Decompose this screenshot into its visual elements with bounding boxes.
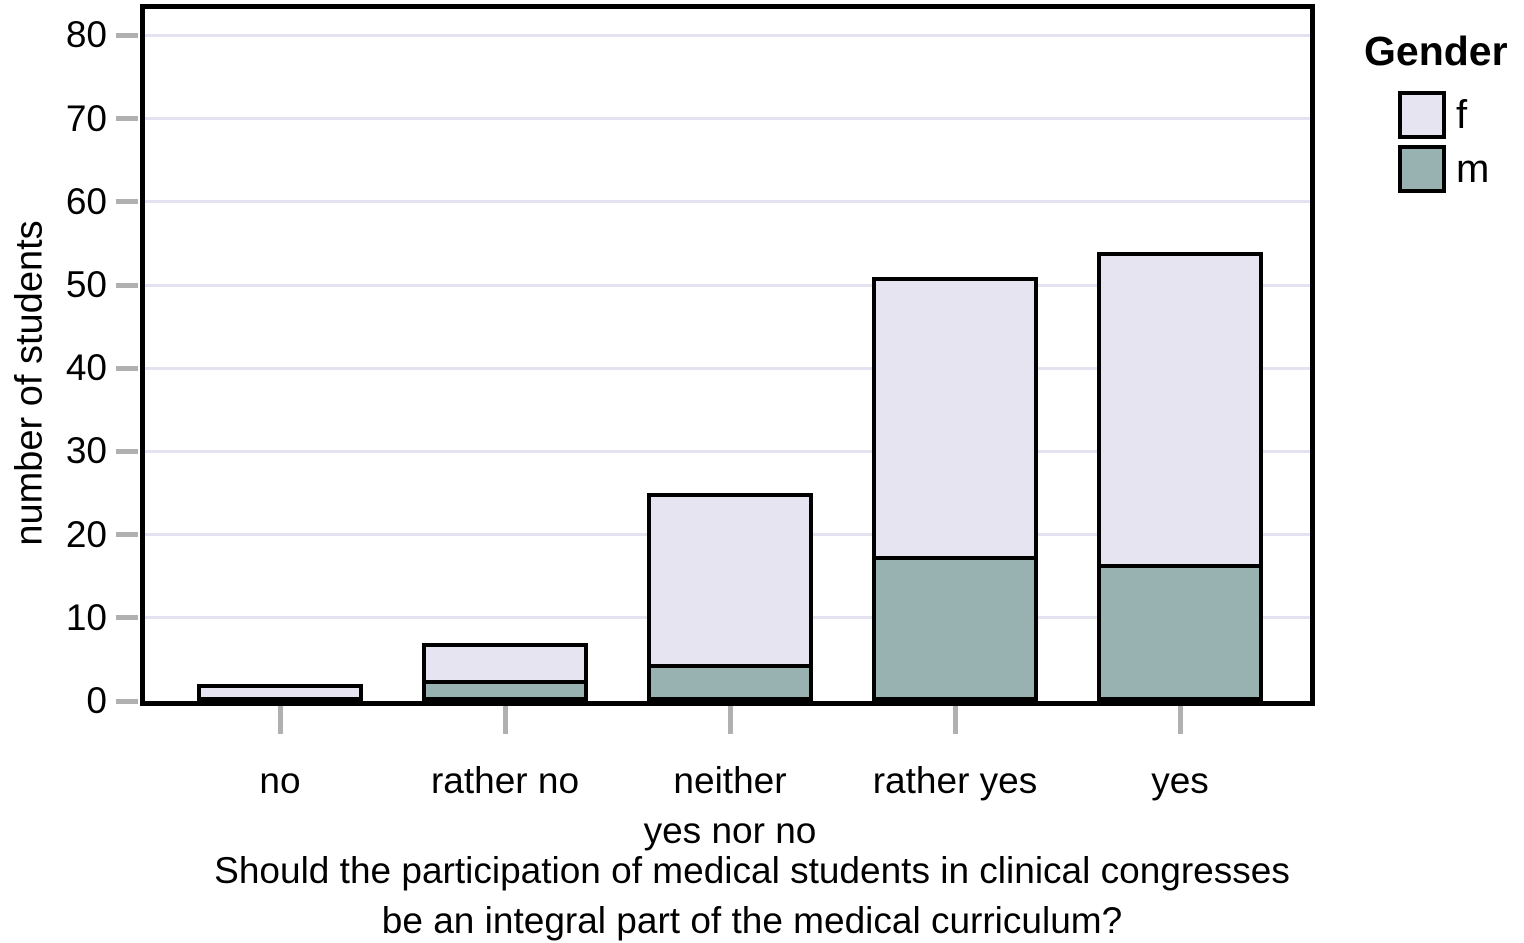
x-category-label-yes: yes	[1151, 760, 1209, 801]
y-tick-label-50: 50	[65, 264, 107, 305]
y-gridline-60	[145, 200, 1310, 204]
x-category-label-rather-no: rather no	[430, 760, 580, 801]
bar-rather-yes	[872, 276, 1038, 701]
bar-segment-m-rather-yes	[876, 555, 1034, 697]
y-tick-mark-70	[116, 116, 138, 122]
bar-segment-m-rather-no	[426, 680, 584, 697]
x-axis-title: Should the participation of medical stud…	[0, 846, 1504, 943]
y-tick-label-20: 20	[65, 513, 107, 555]
y-gridline-40	[145, 366, 1310, 370]
x-tick-mark-neither-yes-nor-no	[727, 706, 733, 734]
y-tick-mark-50	[116, 282, 138, 288]
bar-segment-m-neither-yes-nor-no	[651, 663, 809, 697]
y-tick-label-80: 80	[65, 14, 107, 56]
legend-swatch-m	[1398, 145, 1446, 193]
x-category-label-neither-yes-nor-no: neither yes nor no	[643, 760, 817, 851]
bar-neither-yes-nor-no	[647, 493, 813, 701]
y-tick-label-0: 0	[86, 680, 107, 721]
y-tick-label-10: 10	[65, 596, 107, 638]
legend-label-m: m	[1456, 146, 1490, 191]
legend-entry-f: f	[1398, 91, 1508, 139]
x-category-label-no: no	[259, 760, 301, 801]
y-tick-mark-0	[116, 698, 138, 704]
x-axis-title-line-1: Should the participation of medical stud…	[214, 850, 1290, 891]
bar-segment-m-yes	[1101, 563, 1259, 697]
x-tick-mark-rather-no	[502, 706, 508, 734]
y-tick-mark-60	[116, 199, 138, 205]
x-axis-title-line-2: be an integral part of the medical curri…	[381, 900, 1123, 941]
y-tick-mark-30	[116, 448, 138, 454]
bar-yes	[1097, 251, 1263, 701]
y-gridline-70	[145, 117, 1310, 121]
y-gridline-30	[145, 449, 1310, 453]
x-tick-mark-rather-yes	[952, 706, 958, 734]
legend-label-f: f	[1456, 92, 1468, 137]
y-tick-label-40: 40	[65, 347, 107, 389]
y-axis: 0 10 20 30 40 50 60 70 80	[0, 9, 140, 719]
x-tick-mark-yes	[1177, 706, 1183, 734]
x-axis: no rather no neither yes nor no rather yes y…	[145, 706, 1315, 856]
y-tick-label-60: 60	[65, 180, 107, 222]
y-gridline-50	[145, 283, 1310, 287]
x-category-label-rather-yes: rather yes	[872, 760, 1038, 801]
y-gridline-80	[145, 33, 1310, 37]
y-tick-mark-20	[116, 532, 138, 538]
legend-title: Gender	[1364, 28, 1508, 74]
y-tick-label-70: 70	[65, 97, 107, 139]
y-tick-mark-40	[116, 365, 138, 371]
y-tick-mark-80	[116, 32, 138, 38]
y-tick-mark-10	[116, 615, 138, 621]
x-tick-mark-no	[277, 706, 283, 734]
bar-no	[197, 684, 363, 701]
legend-swatch-f	[1398, 91, 1446, 139]
y-tick-label-30: 30	[65, 430, 107, 472]
legend-entry-m: m	[1398, 145, 1508, 193]
plot-area	[140, 4, 1315, 706]
bar-rather-no	[422, 642, 588, 701]
